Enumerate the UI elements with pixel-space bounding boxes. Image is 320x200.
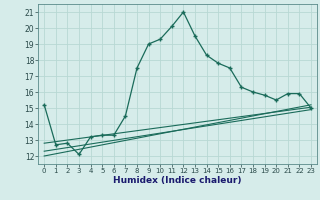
X-axis label: Humidex (Indice chaleur): Humidex (Indice chaleur) — [113, 176, 242, 185]
